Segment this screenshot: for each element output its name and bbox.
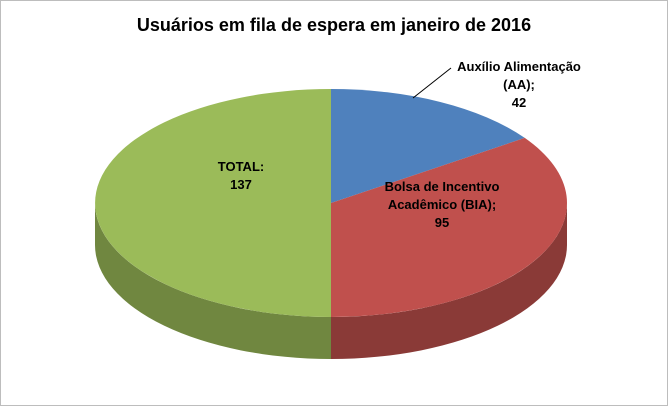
- pie-side-2: [95, 203, 331, 359]
- label-aa: Auxílio Alimentação (AA); 42: [438, 58, 600, 112]
- label-total-line1: TOTAL:: [217, 159, 265, 174]
- pie-slice-0: [331, 89, 525, 203]
- label-bia-value: 95: [434, 215, 450, 230]
- label-total: TOTAL: 137: [179, 158, 303, 194]
- label-total-value: 137: [230, 177, 252, 192]
- label-bia-line1: Bolsa de Incentivo: [384, 179, 500, 194]
- leader-line-aa: [412, 67, 452, 99]
- label-bia-line2: Acadêmico (BIA);: [387, 197, 497, 212]
- label-aa-line2: (AA);: [503, 77, 535, 92]
- label-aa-line1: Auxílio Alimentação: [457, 59, 581, 74]
- label-aa-value: 42: [511, 95, 527, 110]
- pie-slices-group: [95, 89, 567, 359]
- label-bia: Bolsa de Incentivo Acadêmico (BIA); 95: [352, 178, 532, 232]
- pie-side-1: [331, 203, 567, 359]
- chart-title: Usuários em fila de espera em janeiro de…: [136, 15, 532, 35]
- pie-slice-1: [331, 137, 567, 317]
- pie-slice-2: [95, 89, 331, 317]
